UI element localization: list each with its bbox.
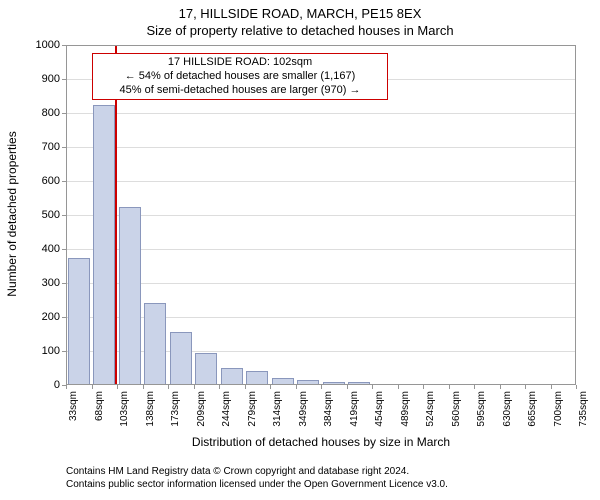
ytick-label: 900 bbox=[42, 73, 66, 85]
xtick-mark bbox=[398, 385, 399, 389]
xtick-label: 173sqm bbox=[170, 391, 181, 427]
ytick-label: 100 bbox=[42, 345, 66, 357]
footer-line-1: Contains HM Land Registry data © Crown c… bbox=[66, 465, 448, 478]
xtick-label: 665sqm bbox=[527, 391, 538, 427]
xtick-label: 489sqm bbox=[400, 391, 411, 427]
xtick-mark bbox=[551, 385, 552, 389]
xtick-label: 735sqm bbox=[578, 391, 589, 427]
xtick-mark bbox=[372, 385, 373, 389]
xtick-label: 68sqm bbox=[94, 391, 105, 421]
xtick-mark bbox=[474, 385, 475, 389]
xtick-mark bbox=[296, 385, 297, 389]
xtick-mark bbox=[219, 385, 220, 389]
xtick-mark bbox=[423, 385, 424, 389]
y-axis-label: Number of detached properties bbox=[5, 124, 19, 304]
xtick-mark bbox=[321, 385, 322, 389]
xtick-mark bbox=[117, 385, 118, 389]
xtick-label: 209sqm bbox=[196, 391, 207, 427]
xtick-label: 103sqm bbox=[119, 391, 130, 427]
xtick-label: 33sqm bbox=[68, 391, 79, 421]
xtick-label: 630sqm bbox=[502, 391, 513, 427]
xtick-mark bbox=[449, 385, 450, 389]
ytick-label: 500 bbox=[42, 209, 66, 221]
xtick-mark bbox=[576, 385, 577, 389]
xtick-label: 138sqm bbox=[145, 391, 156, 427]
xtick-label: 700sqm bbox=[553, 391, 564, 427]
xtick-mark bbox=[500, 385, 501, 389]
xtick-label: 244sqm bbox=[221, 391, 232, 427]
ytick-label: 0 bbox=[54, 379, 66, 391]
plot-frame bbox=[66, 45, 576, 385]
xtick-mark bbox=[525, 385, 526, 389]
xtick-label: 314sqm bbox=[272, 391, 283, 427]
ytick-label: 1000 bbox=[36, 39, 66, 51]
title-line-2: Size of property relative to detached ho… bbox=[0, 21, 600, 38]
x-axis-label: Distribution of detached houses by size … bbox=[66, 435, 576, 449]
xtick-mark bbox=[270, 385, 271, 389]
ytick-label: 200 bbox=[42, 311, 66, 323]
xtick-label: 454sqm bbox=[374, 391, 385, 427]
xtick-label: 524sqm bbox=[425, 391, 436, 427]
xtick-label: 419sqm bbox=[349, 391, 360, 427]
footer-line-2: Contains public sector information licen… bbox=[66, 478, 448, 491]
xtick-label: 279sqm bbox=[247, 391, 258, 427]
xtick-label: 349sqm bbox=[298, 391, 309, 427]
ytick-label: 600 bbox=[42, 175, 66, 187]
xtick-label: 595sqm bbox=[476, 391, 487, 427]
ytick-label: 800 bbox=[42, 107, 66, 119]
xtick-mark bbox=[168, 385, 169, 389]
xtick-mark bbox=[92, 385, 93, 389]
plot-area: 0100200300400500600700800900100033sqm68s… bbox=[66, 45, 576, 385]
figure-container: 17, HILLSIDE ROAD, MARCH, PE15 8EX Size … bbox=[0, 0, 600, 500]
xtick-mark bbox=[66, 385, 67, 389]
xtick-mark bbox=[245, 385, 246, 389]
ytick-label: 300 bbox=[42, 277, 66, 289]
xtick-label: 384sqm bbox=[323, 391, 334, 427]
xtick-mark bbox=[143, 385, 144, 389]
title-line-1: 17, HILLSIDE ROAD, MARCH, PE15 8EX bbox=[0, 0, 600, 21]
ytick-label: 700 bbox=[42, 141, 66, 153]
xtick-label: 560sqm bbox=[451, 391, 462, 427]
xtick-mark bbox=[194, 385, 195, 389]
xtick-mark bbox=[347, 385, 348, 389]
footer-credits: Contains HM Land Registry data © Crown c… bbox=[66, 465, 448, 491]
ytick-label: 400 bbox=[42, 243, 66, 255]
